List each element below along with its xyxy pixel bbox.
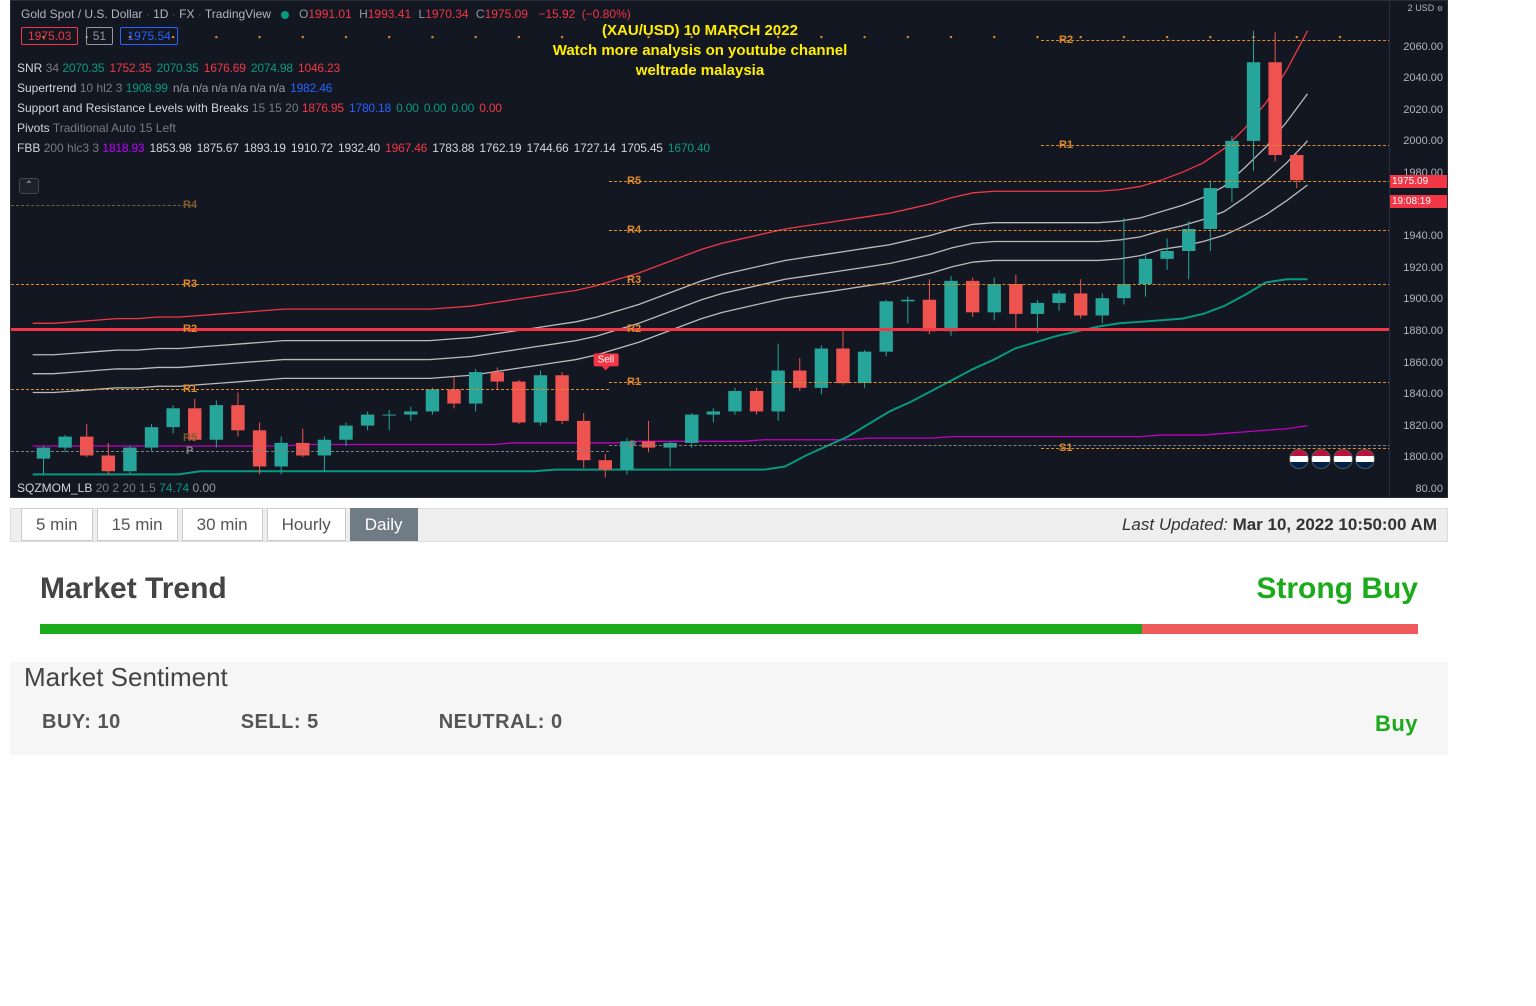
timeframe-button[interactable]: Hourly	[267, 508, 346, 541]
axis-tick: 2020.00	[1403, 104, 1443, 116]
price-flag: 1975.09	[1390, 175, 1447, 188]
axis-tick: 1920.00	[1403, 262, 1443, 274]
sell-marker: Sell	[594, 353, 619, 366]
last-updated-label: Last Updated:	[1122, 515, 1228, 534]
pivot-line	[1041, 145, 1389, 146]
flag-icon[interactable]	[1355, 449, 1375, 469]
ohlc-chg: −15.92	[538, 7, 575, 21]
pivot-line	[11, 205, 196, 206]
pivot-line	[1041, 448, 1389, 449]
pivot-line	[11, 389, 609, 390]
symbol: Gold Spot / U.S. Dollar	[21, 7, 142, 21]
overlay-caption: (XAU/USD) 10 MARCH 2022 Watch more analy…	[11, 21, 1389, 81]
trend-bar-green	[40, 624, 1142, 634]
sentiment-row: BUY: 10 SELL: 5 NEUTRAL: 0 Buy	[12, 711, 1448, 737]
exchange: FX	[179, 7, 194, 21]
pivot-label: R4	[183, 199, 197, 211]
chart-panel: Gold Spot / U.S. Dollar · 1D · FX · Trad…	[10, 0, 1448, 498]
flag-icon[interactable]	[1311, 449, 1331, 469]
axis-tick: 1820.00	[1403, 420, 1443, 432]
market-sentiment-title: Market Sentiment	[12, 662, 1448, 693]
ohlc-open: 1991.01	[308, 7, 351, 21]
flag-icon[interactable]	[1289, 449, 1309, 469]
axis-unit: USD	[1415, 3, 1434, 13]
pivot-label: R2	[183, 323, 197, 335]
pivot-line	[11, 451, 609, 452]
pivot-label: R5	[627, 175, 641, 187]
ohlc-low: 1970.34	[425, 7, 468, 21]
axis-tick: 1880.00	[1403, 325, 1443, 337]
pivot-label: R3	[183, 278, 197, 290]
trend-bar-red	[1142, 624, 1418, 634]
timeframe-button[interactable]: 5 min	[21, 508, 93, 541]
indicator-row[interactable]: Support and Resistance Levels with Break…	[17, 99, 504, 117]
sentiment-signal: Buy	[1375, 711, 1418, 737]
pivot-line	[1041, 40, 1389, 41]
source: TradingView	[205, 7, 271, 21]
pivot-label: P	[186, 445, 193, 457]
countdown-flag: 19:08:19	[1390, 195, 1447, 208]
sqzmom-row: SQZMOM_LB 20 2 20 1.5 74.74 0.00	[17, 481, 216, 495]
axis-tick: 1940.00	[1403, 230, 1443, 242]
pivot-label: R5	[183, 432, 197, 444]
axis-tick: 1840.00	[1403, 388, 1443, 400]
timeframe-button[interactable]: 30 min	[182, 508, 263, 541]
pivot-label: S1	[1059, 442, 1072, 454]
sentiment-neutral: NEUTRAL: 0	[439, 711, 563, 737]
pivot-label: R1	[1059, 139, 1073, 151]
pivot-line	[609, 445, 1389, 446]
ohlc-high: 1993.41	[368, 7, 411, 21]
overlay-line3: weltrade malaysia	[11, 61, 1389, 81]
axis-tick: 1900.00	[1403, 293, 1443, 305]
market-trend-title: Market Trend	[40, 572, 227, 606]
pivot-label: R1	[183, 383, 197, 395]
ohlc-close: 1975.09	[485, 7, 528, 21]
pivot-label: R2	[627, 323, 641, 335]
overlay-line1: (XAU/USD) 10 MARCH 2022	[11, 21, 1389, 41]
analysis-panel: 5 min15 min30 minHourlyDaily Last Update…	[10, 508, 1448, 755]
axis-multiplier: 2	[1408, 3, 1413, 13]
axis-tick: 2060.00	[1403, 41, 1443, 53]
axis-tick: 2000.00	[1403, 135, 1443, 147]
market-trend-signal: Strong Buy	[1256, 572, 1418, 606]
axis-tick: 1800.00	[1403, 451, 1443, 463]
indicator-row[interactable]: Pivots Traditional Auto 15 Left	[17, 119, 176, 137]
timeframe-bar: 5 min15 min30 minHourlyDaily Last Update…	[10, 508, 1448, 542]
pivot-line	[609, 181, 1389, 182]
flag-icon[interactable]	[1333, 449, 1353, 469]
pivot-label: R3	[627, 274, 641, 286]
ohlc-chg-pct: (−0.80%)	[582, 7, 631, 21]
timeframe-button[interactable]: 15 min	[97, 508, 178, 541]
axis-tick: 1860.00	[1403, 357, 1443, 369]
pivot-label: R2	[1059, 34, 1073, 46]
last-updated: Last Updated: Mar 10, 2022 10:50:00 AM	[1122, 515, 1437, 535]
price-axis[interactable]: 2 USD ⚙ 2060.002040.002020.002000.001980…	[1389, 1, 1447, 497]
chart-plot-area[interactable]: Gold Spot / U.S. Dollar · 1D · FX · Trad…	[11, 1, 1389, 497]
axis-tick: 2040.00	[1403, 72, 1443, 84]
pivot-line	[609, 382, 1389, 383]
market-trend-row: Market Trend Strong Buy	[40, 572, 1418, 606]
pivot-label: P	[629, 439, 636, 451]
sentiment-buy: BUY: 10	[42, 711, 121, 737]
pivot-line	[11, 284, 1389, 285]
sqz-axis-tick: 80.00	[1415, 483, 1443, 495]
flag-icons	[1289, 449, 1375, 469]
indicator-row[interactable]: Supertrend 10 hl2 3 1908.99 n/a n/a n/a …	[17, 79, 334, 97]
pivot-label: R4	[627, 224, 641, 236]
interval: 1D	[153, 7, 168, 21]
trend-bar	[40, 624, 1418, 634]
pivot-label: R1	[627, 376, 641, 388]
sentiment-sell: SELL: 5	[241, 711, 319, 737]
pivot-line	[609, 230, 1389, 231]
collapse-button[interactable]: ⌃	[19, 178, 39, 194]
overlay-line2: Watch more analysis on youtube channel	[11, 41, 1389, 61]
last-updated-value: Mar 10, 2022 10:50:00 AM	[1233, 515, 1437, 534]
timeframe-button[interactable]: Daily	[350, 508, 418, 541]
indicator-row[interactable]: FBB 200 hlc3 3 1818.93 1853.98 1875.67 1…	[17, 139, 712, 157]
